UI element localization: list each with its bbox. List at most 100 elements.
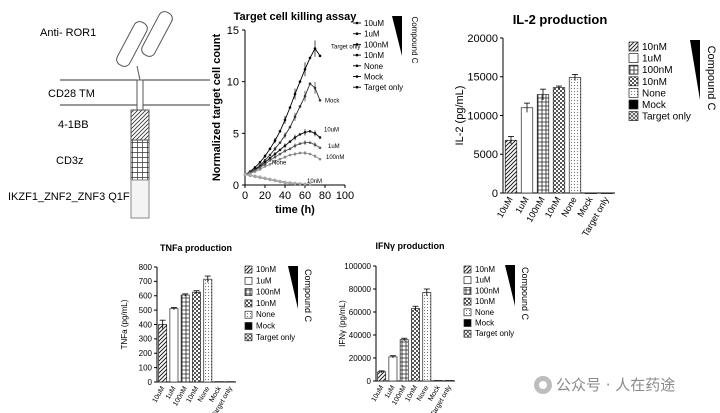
legend-marker (355, 85, 359, 89)
annotation-label: 100nM (326, 155, 344, 161)
y-tick-label: 400 (139, 320, 153, 329)
car-construct-diagram: Anti- ROR1 CD28 TM 4-1BB CD3z IKZF1_ZNF2… (8, 11, 210, 219)
x-tick-label: 100 (336, 190, 354, 202)
data-point (268, 156, 272, 160)
bar-target-only (444, 380, 454, 382)
bar-10nm (552, 87, 566, 194)
y-tick-label: 0 (492, 188, 498, 200)
y-tick-label: 600 (139, 292, 153, 301)
data-point (258, 175, 262, 179)
y-axis-label: IL-2 (pg/mL) (454, 86, 466, 146)
data-point (318, 54, 322, 58)
bar-100nm (180, 294, 190, 383)
x-tick-label: 0 (242, 190, 248, 202)
x-tick-label: 40 (279, 190, 291, 202)
data-point (308, 152, 312, 156)
legend-label: None (475, 308, 495, 317)
y-tick-label: 15 (227, 25, 239, 37)
x-axis-label: time (h) (275, 204, 315, 216)
y-tick-label: 100000 (344, 262, 371, 271)
legend-label: 100nM (475, 286, 500, 295)
legend-label: Target only (256, 333, 295, 342)
legend-marker (355, 64, 359, 68)
legend-swatch (463, 308, 472, 317)
legend-swatch (628, 111, 639, 121)
cd28-tm-label: CD28 TM (48, 88, 95, 100)
data-point (253, 170, 257, 173)
x-tick-label: 80 (319, 190, 331, 202)
annotation-label: None (272, 160, 287, 166)
cd3z-label: CD3z (56, 155, 84, 167)
legend-label: 10nM (256, 299, 276, 308)
data-point (283, 180, 287, 184)
legend-swatch (244, 288, 253, 296)
bar-1um (520, 107, 534, 194)
legend-label: 100nM (642, 65, 673, 76)
scfv-domains (116, 11, 173, 67)
data-point (268, 153, 272, 157)
data-point (268, 177, 272, 181)
legend-label: 10nM (475, 297, 495, 306)
data-point (308, 82, 312, 86)
legend-label: 10uM (364, 19, 384, 28)
y-tick-label: 10000 (467, 110, 498, 122)
legend-marker (355, 43, 359, 46)
legend-swatch (244, 333, 253, 342)
y-tick-label: 0 (233, 180, 239, 192)
y-tick-label: 700 (139, 277, 153, 286)
bar-mock (433, 380, 443, 382)
legend-swatch (463, 265, 472, 274)
legend-swatch (628, 76, 639, 87)
legend-swatch (463, 297, 472, 306)
compound-gradient-wedge (690, 40, 700, 100)
data-point (258, 166, 262, 169)
bar-100nm (536, 94, 550, 194)
x-category-label: 10uM (371, 384, 386, 403)
data-point (278, 157, 282, 161)
data-point (288, 140, 292, 143)
x-category-label: None (559, 195, 578, 219)
data-point (248, 173, 252, 176)
data-point (258, 160, 262, 164)
y-tick-label: 300 (139, 335, 153, 344)
data-point (278, 179, 282, 183)
chart-ifng-production: IFNγ production 0 20000 40000 60000 80000 1000… (338, 241, 530, 413)
chart-il2-production: IL-2 production 0 5000 10000 15000 20000 IL-2 … (454, 12, 717, 238)
y-tick-label: 10 (227, 77, 239, 89)
data-point (263, 176, 267, 180)
legend-label: 10nM (475, 265, 495, 274)
degron-block (130, 179, 150, 219)
y-tick-label: 5 (233, 128, 239, 140)
y-tick-label: 80000 (349, 285, 372, 294)
chart-title: IFNγ production (376, 241, 445, 251)
annotation-label: 10uM (324, 127, 339, 133)
data-point (298, 80, 302, 83)
legend-label: 1uM (364, 30, 380, 39)
legend-label: 10nM (642, 77, 667, 88)
bar-none (568, 77, 582, 194)
legend-label: Mock (256, 322, 276, 331)
legend-swatch (628, 53, 639, 63)
y-tick-label: 15000 (467, 72, 498, 84)
data-point (288, 181, 292, 184)
data-point (288, 147, 292, 151)
legend-swatch (244, 265, 253, 274)
legend-label: 1uM (475, 276, 491, 285)
chart-killing-assay: Target cell killing assay 0 20 40 60 80 100 0 5 1… (211, 11, 419, 216)
legend-swatch (628, 41, 639, 52)
bar-target-only (600, 192, 614, 194)
legend-swatch (244, 299, 253, 308)
legend-swatch (244, 310, 253, 319)
y-axis-label: TNFa (pg/mL) (120, 299, 129, 349)
bar-mock (584, 192, 598, 194)
legend-label: Target only (642, 112, 691, 123)
bar-10um (377, 371, 387, 382)
bar-target-only (225, 381, 235, 383)
annotation-label: 10nM (307, 179, 322, 185)
x-category-label: 10nM (543, 195, 563, 219)
compound-label: Compound C (705, 46, 717, 111)
data-point (318, 136, 322, 139)
legend-label: Target only (364, 83, 403, 92)
hinge-line (136, 65, 141, 81)
